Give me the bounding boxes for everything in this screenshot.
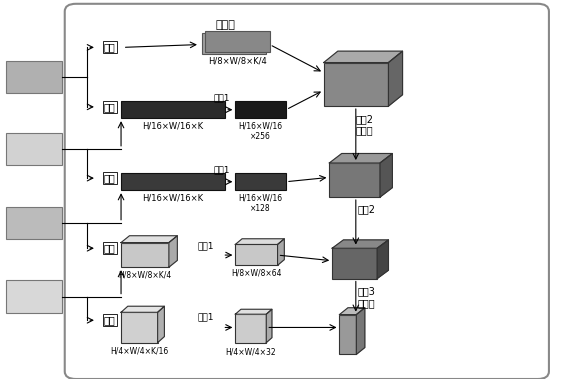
FancyBboxPatch shape <box>121 243 169 267</box>
Polygon shape <box>377 240 388 279</box>
Polygon shape <box>235 239 284 244</box>
Polygon shape <box>332 240 388 248</box>
FancyBboxPatch shape <box>235 173 286 190</box>
FancyBboxPatch shape <box>332 248 377 279</box>
Polygon shape <box>278 239 284 265</box>
Text: H/16×W/16×K: H/16×W/16×K <box>142 193 203 202</box>
FancyBboxPatch shape <box>202 33 266 54</box>
Text: 变形: 变形 <box>104 102 115 112</box>
Text: H/8×W/8×64: H/8×W/8×64 <box>231 268 282 277</box>
Text: 卷积1: 卷积1 <box>197 312 214 321</box>
Polygon shape <box>235 309 272 314</box>
Polygon shape <box>324 51 403 63</box>
Text: 卷积3
上采样: 卷积3 上采样 <box>358 286 376 308</box>
Text: 卷积1: 卷积1 <box>197 241 214 250</box>
Polygon shape <box>339 308 365 315</box>
FancyBboxPatch shape <box>339 315 356 354</box>
FancyBboxPatch shape <box>6 133 62 165</box>
FancyBboxPatch shape <box>205 31 270 52</box>
Text: 变形: 变形 <box>104 315 115 325</box>
FancyBboxPatch shape <box>6 207 62 239</box>
Polygon shape <box>266 309 272 343</box>
Text: 变形: 变形 <box>104 243 115 253</box>
Text: H/8×W/8×K/4: H/8×W/8×K/4 <box>118 270 171 279</box>
FancyBboxPatch shape <box>324 63 388 106</box>
Text: H/16×W/16×K: H/16×W/16×K <box>142 121 203 130</box>
Text: 解码器: 解码器 <box>215 20 235 30</box>
Text: 变形: 变形 <box>104 42 115 52</box>
Polygon shape <box>169 236 177 267</box>
Text: H/8×W/8×K/4: H/8×W/8×K/4 <box>208 57 267 66</box>
Polygon shape <box>356 308 365 354</box>
Polygon shape <box>329 153 392 163</box>
Text: 卷积1: 卷积1 <box>213 165 230 174</box>
Text: 变形: 变形 <box>104 173 115 183</box>
FancyBboxPatch shape <box>235 314 266 343</box>
FancyBboxPatch shape <box>6 61 62 93</box>
Polygon shape <box>121 236 177 243</box>
Text: H/4×W/4×32: H/4×W/4×32 <box>225 348 276 357</box>
FancyBboxPatch shape <box>235 244 278 265</box>
FancyBboxPatch shape <box>235 101 286 118</box>
Polygon shape <box>121 306 164 312</box>
FancyBboxPatch shape <box>121 173 225 190</box>
Text: H/4×W/4×K/16: H/4×W/4×K/16 <box>110 347 168 356</box>
FancyBboxPatch shape <box>6 280 62 313</box>
Text: H/16×W/16
×128: H/16×W/16 ×128 <box>239 194 283 213</box>
Text: 卷积1: 卷积1 <box>213 93 230 102</box>
Polygon shape <box>380 153 392 197</box>
FancyBboxPatch shape <box>121 101 225 118</box>
Text: H/16×W/16
×256: H/16×W/16 ×256 <box>239 122 283 141</box>
Polygon shape <box>388 51 403 106</box>
FancyBboxPatch shape <box>329 163 380 197</box>
Text: 卷积2
上采样: 卷积2 上采样 <box>356 114 374 135</box>
Polygon shape <box>158 306 164 343</box>
FancyBboxPatch shape <box>121 312 158 343</box>
Text: 卷积2: 卷积2 <box>358 205 376 215</box>
